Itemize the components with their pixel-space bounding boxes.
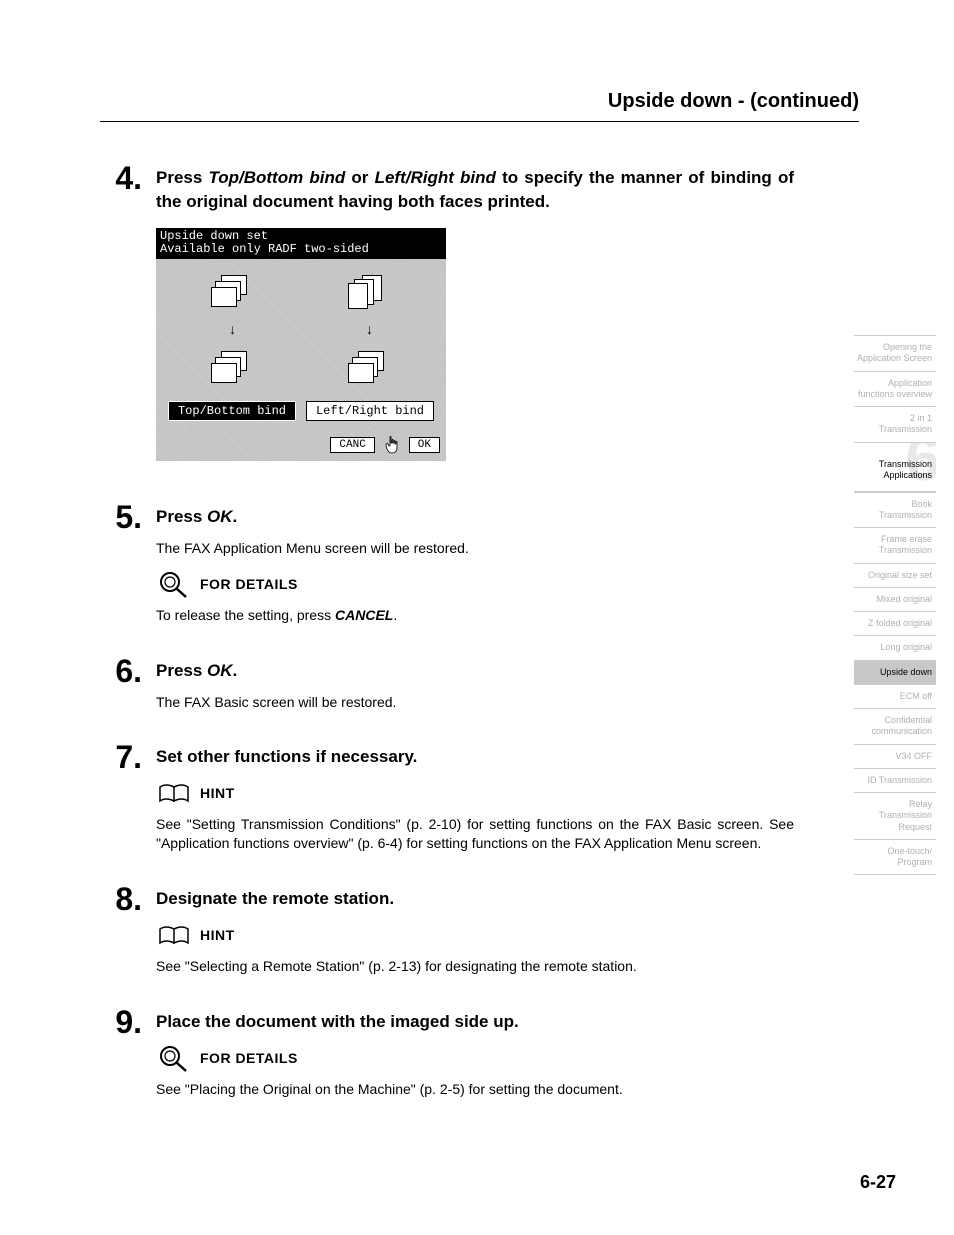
step-8-title: Designate the remote station. [156, 887, 794, 911]
step-6-number: 6. [100, 655, 156, 724]
pages-icon-tb-before [211, 275, 255, 311]
magnifier-icon [156, 570, 194, 598]
lcd-cancel-button: CANC [330, 437, 374, 453]
step-9: 9. Place the document with the imaged si… [100, 1006, 914, 1111]
step-7: 7. Set other functions if necessary. HIN… [100, 741, 914, 865]
sidebar-tab[interactable]: Frame erase Transmission [854, 527, 936, 563]
page-header-title: Upside down - (continued) [100, 90, 914, 113]
sidebar-tabs: Opening the Application ScreenApplicatio… [854, 335, 936, 875]
lcd-btn-left-right: Left/Right bind [306, 401, 434, 421]
step-7-text1: See "Setting Transmission Conditions" (p… [156, 815, 794, 853]
step-4-number: 4. [100, 162, 156, 483]
step-5-number: 5. [100, 501, 156, 637]
page-number: 6-27 [860, 1172, 896, 1193]
book-icon [156, 921, 194, 949]
for-details-label: FOR DETAILS [200, 1050, 298, 1066]
step-4: 4. Press Top/Bottom bind or Left/Right b… [100, 162, 914, 483]
magnifier-icon [156, 1044, 194, 1072]
sidebar-tab[interactable]: Application functions overview [854, 371, 936, 407]
sidebar-tab[interactable]: ECM off [854, 684, 936, 708]
for-details-callout: FOR DETAILS [156, 1044, 794, 1072]
step-6-text1: The FAX Basic screen will be restored. [156, 693, 794, 712]
sidebar-tab[interactable]: Z folded original [854, 611, 936, 635]
sidebar-tab[interactable]: Original size set [854, 563, 936, 587]
sidebar-tab[interactable]: Mixed original [854, 587, 936, 611]
lcd-screenshot: Upside down set Available only RADF two-… [156, 228, 446, 462]
step-5-text1: The FAX Application Menu screen will be … [156, 539, 794, 558]
lcd-ok-button: OK [409, 437, 440, 453]
sidebar-tab[interactable]: Confidential communication [854, 708, 936, 744]
lcd-btn-top-bottom: Top/Bottom bind [168, 401, 296, 421]
sidebar-tab[interactable]: Book Transmission [854, 492, 936, 528]
sidebar-tab[interactable]: Opening the Application Screen [854, 335, 936, 371]
step-6: 6. Press OK. The FAX Basic screen will b… [100, 655, 914, 724]
step-9-number: 9. [100, 1006, 156, 1111]
hint-callout: HINT [156, 921, 794, 949]
pages-icon-lr-before [348, 275, 392, 311]
for-details-label: FOR DETAILS [200, 576, 298, 592]
sidebar-chapter-tab[interactable]: 6TransmissionApplications [854, 442, 936, 492]
down-arrow-icon: ↓ [365, 323, 373, 339]
hint-label: HINT [200, 927, 235, 943]
book-icon [156, 779, 194, 807]
sidebar-tab[interactable]: Upside down [854, 660, 936, 684]
sidebar-tab[interactable]: One-touch/ Program [854, 839, 936, 876]
sidebar-tab[interactable]: Long original [854, 635, 936, 659]
hint-callout: HINT [156, 779, 794, 807]
pages-icon-lr-after [348, 351, 392, 387]
step-5-text2: To release the setting, press CANCEL. [156, 606, 794, 625]
sidebar-tab[interactable]: ID Transmission [854, 768, 936, 792]
for-details-callout: FOR DETAILS [156, 570, 794, 598]
step-5: 5. Press OK. The FAX Application Menu sc… [100, 501, 914, 637]
sidebar-tab[interactable]: 2 in 1 Transmission [854, 406, 936, 442]
hand-cursor-icon [383, 435, 401, 455]
pages-icon-tb-after [211, 351, 255, 387]
step-8-text1: See "Selecting a Remote Station" (p. 2-1… [156, 957, 794, 976]
step-4-title: Press Top/Bottom bind or Left/Right bind… [156, 166, 794, 214]
step-8: 8. Designate the remote station. HINT Se… [100, 883, 914, 988]
step-9-title: Place the document with the imaged side … [156, 1010, 794, 1034]
down-arrow-icon: ↓ [228, 323, 236, 339]
step-5-title: Press OK. [156, 505, 794, 529]
step-7-title: Set other functions if necessary. [156, 745, 794, 769]
lcd-header: Upside down set Available only RADF two-… [156, 228, 446, 260]
sidebar-tab[interactable]: Relay Transmission Request [854, 792, 936, 839]
sidebar-tab[interactable]: V34 OFF [854, 744, 936, 768]
hint-label: HINT [200, 785, 235, 801]
step-7-number: 7. [100, 741, 156, 865]
header-rule [100, 121, 859, 122]
step-8-number: 8. [100, 883, 156, 988]
step-9-text1: See "Placing the Original on the Machine… [156, 1080, 794, 1099]
step-6-title: Press OK. [156, 659, 794, 683]
